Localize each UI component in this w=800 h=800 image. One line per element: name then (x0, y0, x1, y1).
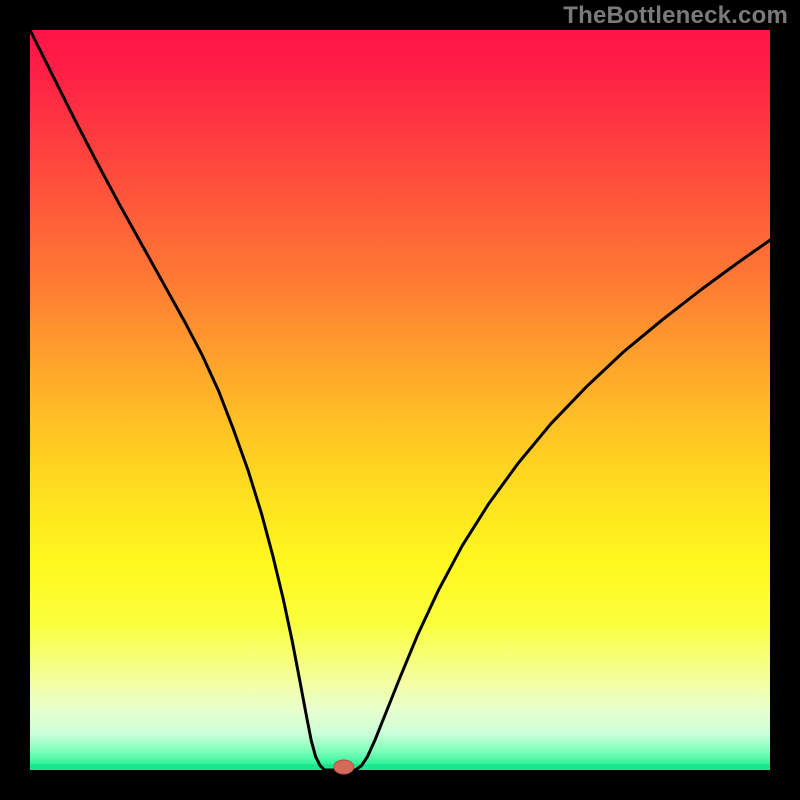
watermark-text: TheBottleneck.com (563, 2, 788, 30)
optimal-point-marker (334, 760, 354, 774)
outer-frame: TheBottleneck.com (0, 0, 800, 800)
bottom-green-band (30, 764, 770, 770)
plot-background (30, 30, 770, 770)
gradient-plot (0, 0, 800, 800)
